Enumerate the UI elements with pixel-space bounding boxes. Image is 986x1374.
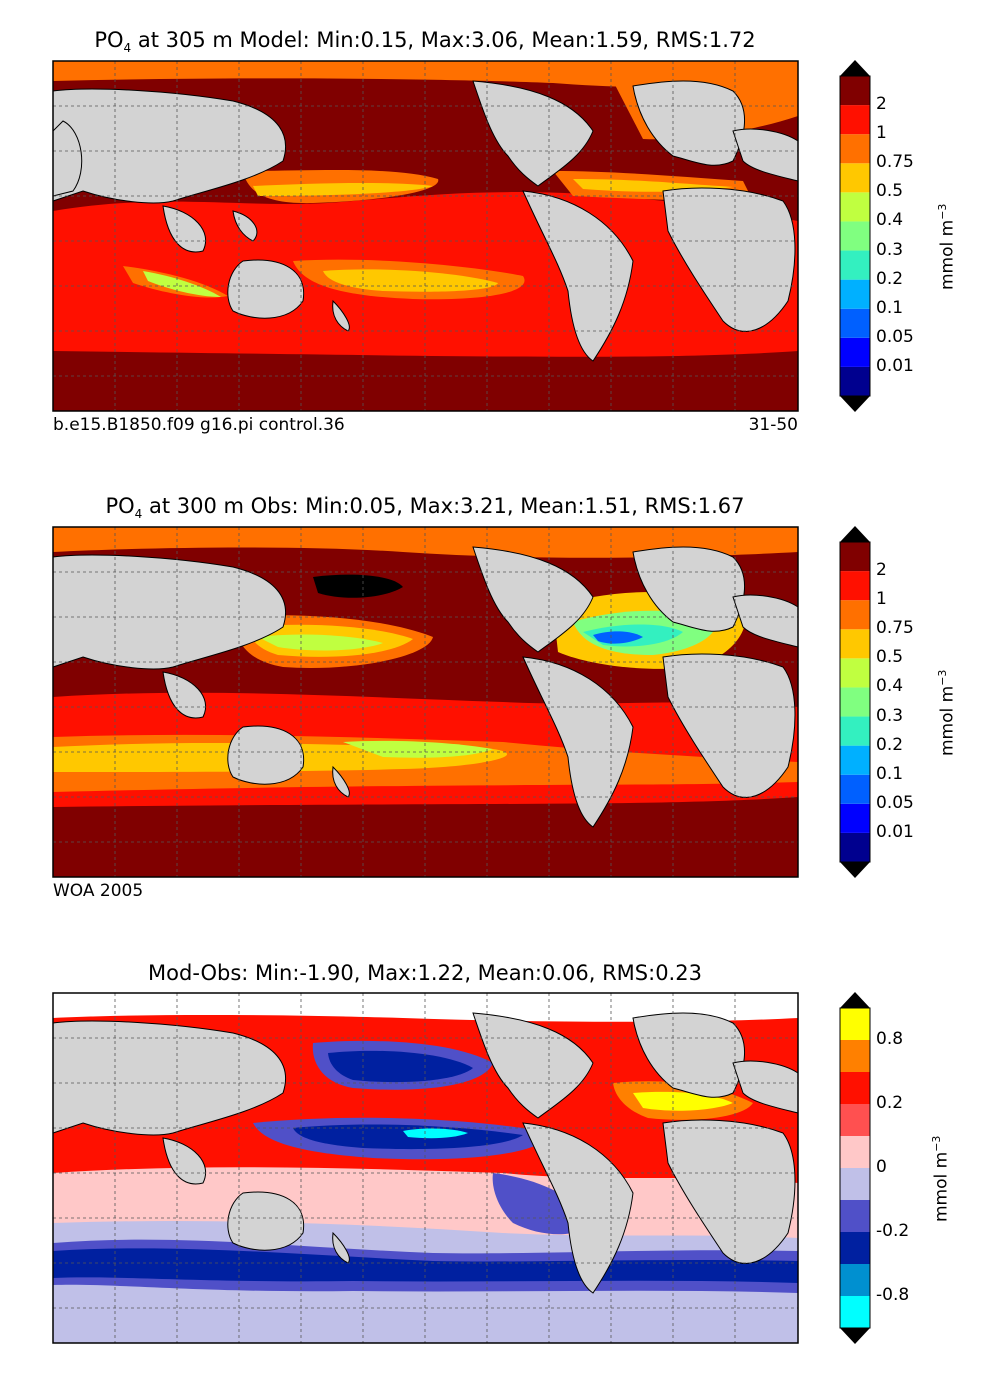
colorbar-tick-label: 0.05: [876, 326, 914, 347]
panel1-colorbar-unit: mmol m−3: [936, 204, 958, 290]
colorbar-segment: [840, 192, 870, 222]
colorbar-tick-label: 2: [876, 94, 887, 115]
panel1-unit-text: mmol m: [937, 219, 958, 290]
colorbar-tick-label: 0.4: [876, 676, 904, 697]
panel2-title-prefix: PO: [105, 494, 135, 518]
colorbar-segment: [840, 1296, 870, 1328]
panel1-title-sub: 4: [123, 41, 132, 56]
colorbar-tick-label: 1: [876, 123, 887, 144]
colorbar-segment: [840, 832, 870, 862]
colorbar-segment: [840, 1104, 870, 1136]
colorbar-segment: [840, 1040, 870, 1072]
colorbar-segment: [840, 279, 870, 309]
panel2-unit-sup: −3: [936, 669, 949, 686]
panel1-unit-sup: −3: [936, 203, 949, 220]
colorbar-segment: [840, 76, 870, 106]
colorbar-segment: [840, 600, 870, 630]
colorbar-tick-label: 0: [876, 1157, 887, 1177]
panel1-title: PO4 at 305 m Model: Min:0.15, Max:3.06, …: [0, 28, 850, 55]
colorbar-tick-label: 0.3: [876, 239, 904, 260]
panel1-note-right: 31-50: [748, 415, 798, 435]
colorbar-segment: [840, 1136, 870, 1168]
colorbar-segment: [840, 629, 870, 659]
colorbar-segment: [840, 250, 870, 280]
panel2-unit-text: mmol m: [937, 685, 958, 756]
panel1-colorbar-ticks: 0.01 0.05 0.1 0.2 0.3 0.4 0.5 0.75 1 2: [876, 76, 976, 396]
panel3-map: [52, 992, 799, 1344]
panel2-title-sub: 4: [134, 507, 143, 522]
colorbar-tick-label: 0.05: [876, 792, 914, 813]
colorbar-segment: [840, 163, 870, 193]
colorbar-segment: [840, 337, 870, 367]
colorbar-tick-label: 0.1: [876, 763, 904, 784]
colorbar-tick-label: 0.01: [876, 355, 914, 376]
panel2-map: [52, 526, 799, 878]
colorbar-tick-label: 0.1: [876, 297, 904, 318]
panel1-title-prefix: PO: [94, 28, 124, 52]
colorbar-tick-label: 0.75: [876, 152, 914, 173]
colorbar-segment: [840, 687, 870, 717]
colorbar-tick-label: 0.8: [876, 1029, 904, 1049]
colorbar-tick-label: -0.2: [876, 1221, 910, 1241]
colorbar-segment: [840, 1264, 870, 1296]
panel3-unit-text: mmol m: [931, 1151, 952, 1222]
panel2-colorbar-unit: mmol m−3: [936, 670, 958, 756]
colorbar-segment: [840, 308, 870, 338]
colorbar-segment: [840, 658, 870, 688]
panel2-colorbar: [839, 526, 871, 878]
colorbar-tick-label: 2: [876, 560, 887, 581]
panel2-note-left: WOA 2005: [53, 881, 144, 901]
colorbar-segment: [840, 745, 870, 775]
colorbar-segment: [840, 221, 870, 251]
colorbar-tick-label: 0.3: [876, 705, 904, 726]
colorbar-segment: [840, 1168, 870, 1200]
panel3-colorbar: [839, 992, 871, 1344]
panel1-map: [52, 60, 799, 412]
panel2-colorbar-ticks: 0.01 0.05 0.1 0.2 0.3 0.4 0.5 0.75 1 2: [876, 542, 976, 862]
panel3-colorbar-unit: mmol m−3: [930, 1136, 952, 1222]
colorbar-segment: [840, 803, 870, 833]
panel3-title-rest: Mod-Obs: Min:-1.90, Max:1.22, Mean:0.06,…: [148, 961, 702, 985]
panel1-note-left: b.e15.B1850.f09 g16.pi control.36: [53, 415, 345, 435]
panel2-title-rest: at 300 m Obs: Min:0.05, Max:3.21, Mean:1…: [148, 494, 745, 518]
colorbar-segment: [840, 105, 870, 135]
colorbar-segment: [840, 774, 870, 804]
colorbar-tick-label: 0.2: [876, 268, 904, 289]
colorbar-segment: [840, 1200, 870, 1232]
colorbar-segment: [840, 1008, 870, 1040]
colorbar-segment: [840, 571, 870, 601]
colorbar-tick-label: 0.2: [876, 1093, 904, 1113]
colorbar-tick-label: 0.75: [876, 618, 914, 639]
colorbar-tick-label: 0.5: [876, 181, 904, 202]
colorbar-segment: [840, 134, 870, 164]
colorbar-segment: [840, 716, 870, 746]
colorbar-segment: [840, 366, 870, 396]
panel3-colorbar-ticks: -0.8 -0.2 0 0.2 0.8: [876, 1008, 976, 1328]
colorbar-tick-label: 1: [876, 589, 887, 610]
colorbar-tick-label: 0.2: [876, 734, 904, 755]
panel3-unit-sup: −3: [930, 1135, 943, 1152]
panel3-title: Mod-Obs: Min:-1.90, Max:1.22, Mean:0.06,…: [0, 961, 850, 985]
colorbar-segment: [840, 1072, 870, 1104]
colorbar-segment: [840, 542, 870, 572]
colorbar-tick-label: 0.5: [876, 647, 904, 668]
colorbar-segment: [840, 1232, 870, 1264]
colorbar-tick-label: 0.4: [876, 210, 904, 231]
panel2-title: PO4 at 300 m Obs: Min:0.05, Max:3.21, Me…: [0, 494, 850, 521]
colorbar-tick-label: 0.01: [876, 821, 914, 842]
colorbar-tick-label: -0.8: [876, 1285, 910, 1305]
panel1-colorbar: [839, 60, 871, 412]
panel1-title-rest: at 305 m Model: Min:0.15, Max:3.06, Mean…: [137, 28, 756, 52]
